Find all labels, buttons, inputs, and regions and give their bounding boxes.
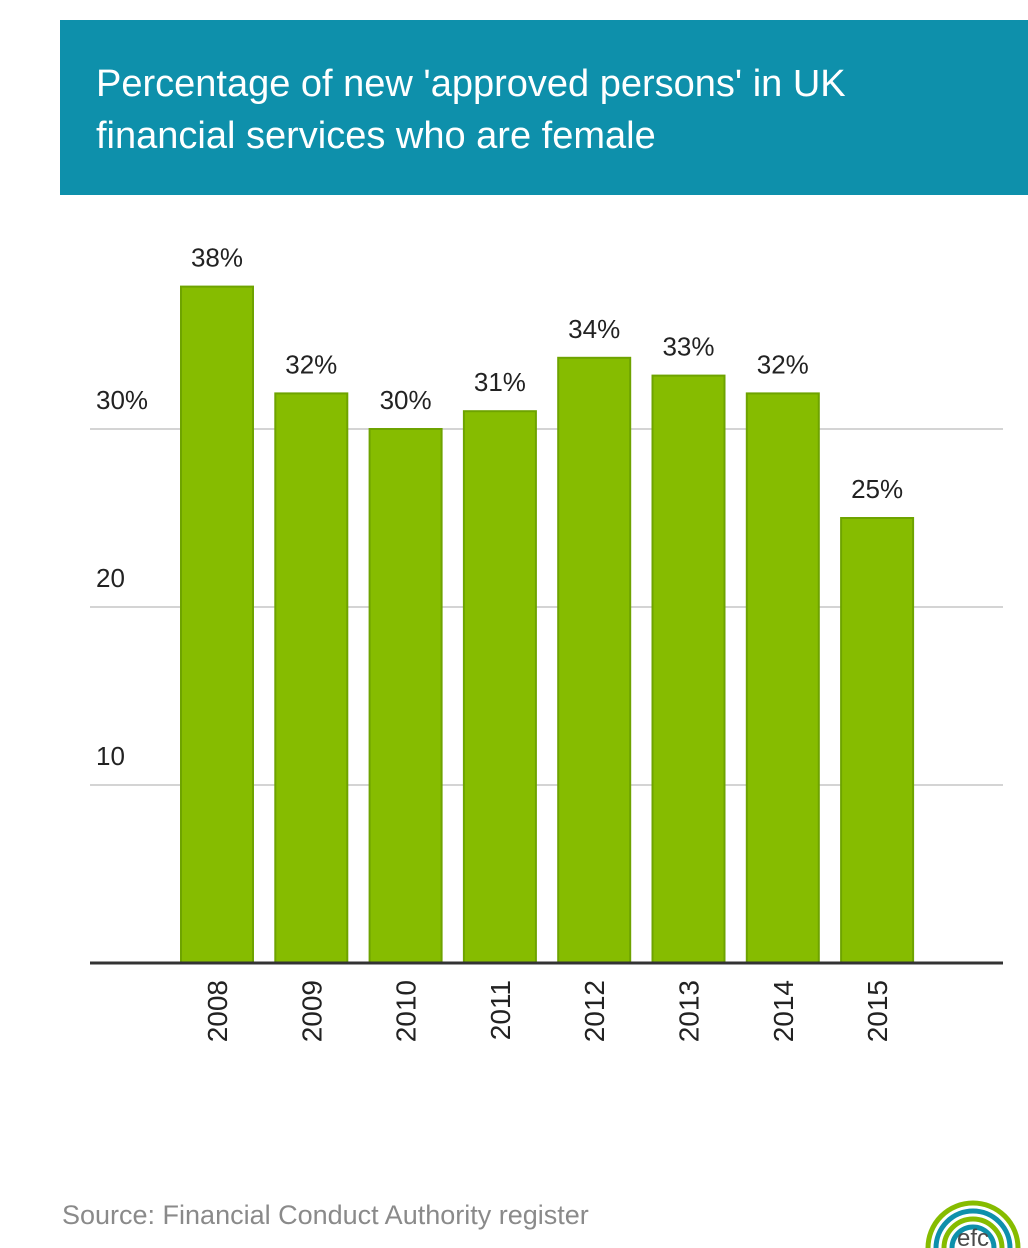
x-tick-label: 2013 [674,980,705,1042]
bar-value-label: 32% [285,349,337,379]
bar-value-label: 30% [380,385,432,415]
bar [651,374,726,965]
bar-value-label: 31% [474,367,526,397]
x-tick-label: 2014 [768,980,799,1042]
x-tick-label: 2010 [391,980,422,1042]
x-tick-label: 2012 [579,980,610,1042]
bar-value-label: 34% [568,314,620,344]
efc-logo: efc [925,1200,1021,1248]
y-tick-label: 30% [96,385,148,415]
bar [840,517,915,964]
bar-value-label: 33% [662,332,714,362]
chart-title-line-2: financial services who are female [96,115,656,157]
source-note: Source: Financial Conduct Authority regi… [62,1200,589,1230]
chart-title-line-1: Percentage of new 'approved persons' in … [96,63,846,105]
logo-text: efc [957,1225,989,1248]
bar [180,285,254,965]
bar [557,356,632,964]
y-tick-label: 20 [96,563,125,593]
bar [745,392,820,964]
x-tick-label: 2015 [862,980,893,1042]
chart-header: Percentage of new 'approved persons' in … [60,20,1028,195]
bar-value-label: 38% [191,243,243,273]
bar [462,410,537,964]
bar-chart: 10 20 30% 38% 2008 32% 2009 30% 2010 31% 2011 34% 20… [90,243,1003,1042]
bar [368,428,443,964]
bar-value-label: 32% [757,349,809,379]
x-tick-label: 2011 [485,980,516,1040]
x-tick-label: 2009 [296,980,327,1042]
x-tick-label: 2008 [202,980,233,1042]
bar-value-label: 25% [851,474,903,504]
bar [274,392,349,964]
y-tick-label: 10 [96,741,125,771]
